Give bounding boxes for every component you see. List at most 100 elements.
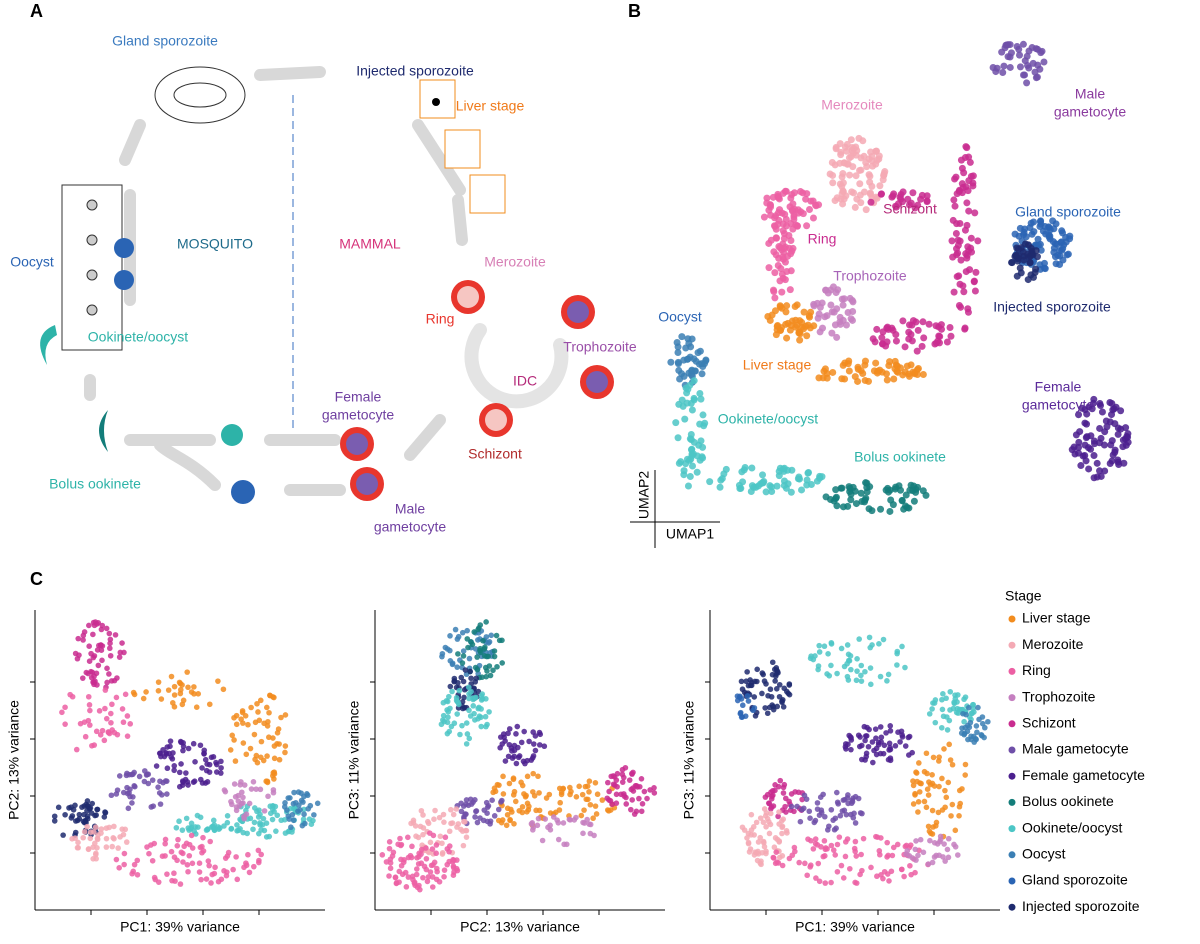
cell-point — [144, 844, 150, 850]
cell-point — [935, 323, 943, 331]
cell-point — [786, 681, 793, 687]
cell-point — [121, 861, 127, 868]
cell-point — [409, 843, 415, 850]
cell-point — [892, 337, 900, 345]
cell-point — [802, 860, 808, 867]
cell-point — [846, 171, 854, 179]
cell-point — [224, 869, 230, 875]
cell-point — [838, 182, 846, 190]
cell-point — [796, 336, 804, 344]
cell-point — [192, 759, 198, 765]
cell-point — [484, 804, 491, 810]
cell-point — [854, 668, 860, 674]
cell-point — [739, 702, 746, 709]
cell-point — [123, 839, 130, 845]
cell-point — [250, 779, 257, 785]
cell-point — [180, 697, 187, 704]
cell-point — [837, 151, 845, 159]
cell-point — [887, 723, 894, 729]
cell-point — [177, 738, 184, 745]
cell-point — [491, 648, 498, 654]
cell-point — [844, 360, 852, 368]
cell-point — [860, 835, 867, 842]
cell-point — [911, 204, 919, 212]
cell-point — [773, 665, 780, 671]
cell-point — [455, 821, 462, 827]
cell-point — [1063, 251, 1071, 259]
cell-point — [454, 711, 460, 717]
cell-point — [952, 827, 959, 834]
cell-point — [62, 721, 68, 727]
cell-point — [951, 699, 957, 706]
stage-label: Liver stage — [456, 98, 525, 114]
cell-point — [1051, 240, 1059, 248]
cell-point — [822, 845, 829, 851]
cell-point — [944, 727, 951, 733]
cell-point — [830, 308, 838, 316]
cell-point — [921, 798, 928, 805]
cell-point — [922, 491, 930, 499]
cell-point — [278, 817, 285, 824]
cell-point — [84, 823, 90, 830]
legend-label: Gland sporozoite — [1022, 872, 1128, 888]
cell-point — [592, 803, 599, 809]
cell-point — [1108, 437, 1116, 445]
cell-point — [164, 765, 171, 772]
cell-point — [844, 502, 852, 510]
cell-point — [815, 310, 823, 318]
cell-point — [579, 791, 586, 798]
cell-point — [171, 870, 177, 877]
cell-point — [442, 834, 449, 841]
cell-point — [494, 663, 500, 670]
cell-point — [641, 788, 648, 795]
cell-point — [1042, 230, 1050, 238]
cell-point — [809, 197, 817, 205]
cell-point — [887, 757, 894, 764]
cell-point — [59, 709, 65, 716]
cell-point — [1040, 58, 1048, 66]
cell-point — [940, 713, 947, 720]
cell-point — [775, 243, 783, 251]
cell-point — [414, 854, 420, 861]
cell-point — [188, 832, 195, 839]
cell-point — [436, 878, 443, 885]
cell-point — [849, 298, 857, 306]
cell-point — [250, 826, 256, 833]
cell-point — [471, 710, 477, 717]
cell-point — [1054, 251, 1062, 259]
cell-point — [813, 875, 819, 881]
cell-point — [255, 709, 261, 715]
cell-point — [941, 841, 947, 847]
cell-point — [511, 747, 518, 754]
cell-point — [1059, 229, 1067, 237]
cell-point — [164, 791, 170, 797]
cell-point — [963, 254, 971, 262]
cell-point — [862, 668, 868, 675]
cell-point — [794, 803, 800, 810]
cell-point — [204, 761, 210, 767]
cell-point — [762, 705, 768, 711]
cell-point — [769, 671, 776, 678]
cell-point — [948, 237, 956, 245]
cell-point — [107, 640, 113, 647]
cell-point — [257, 786, 264, 793]
cell-point — [810, 846, 817, 852]
cell-point — [459, 629, 466, 636]
cell-point — [788, 803, 795, 810]
cell-point — [171, 767, 177, 774]
cell-point — [87, 835, 94, 842]
cell-point — [273, 828, 279, 834]
cell-point — [94, 845, 100, 851]
cell-point — [441, 819, 447, 825]
cell-point — [131, 861, 138, 868]
cell-point — [776, 681, 783, 688]
cell-point — [276, 741, 282, 747]
cell-point — [282, 712, 289, 718]
cell-point — [457, 731, 463, 738]
cell-point — [270, 789, 277, 796]
cell-point — [985, 718, 991, 725]
cell-point — [945, 779, 952, 786]
cell-point — [843, 746, 849, 752]
cell-point — [690, 377, 698, 385]
cell-point — [965, 736, 971, 743]
